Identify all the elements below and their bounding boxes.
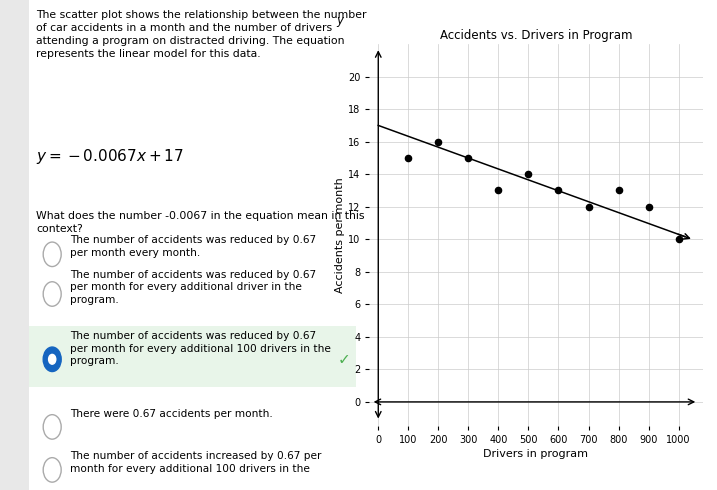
- Text: The number of accidents increased by 0.67 per
month for every additional 100 dri: The number of accidents increased by 0.6…: [70, 451, 321, 474]
- Point: [462, 154, 474, 162]
- Text: The number of accidents was reduced by 0.67
per month for every additional drive: The number of accidents was reduced by 0…: [70, 270, 316, 305]
- Circle shape: [43, 242, 61, 267]
- Circle shape: [43, 415, 61, 439]
- Point: [493, 187, 504, 195]
- Point: [583, 203, 594, 211]
- Bar: [29, 326, 356, 387]
- Point: [613, 187, 625, 195]
- Circle shape: [49, 354, 56, 364]
- Title: Accidents vs. Drivers in Program: Accidents vs. Drivers in Program: [440, 28, 632, 42]
- Text: There were 0.67 accidents per month.: There were 0.67 accidents per month.: [70, 409, 273, 419]
- Text: What does the number -0.0067 in the equation mean in this
context?: What does the number -0.0067 in the equa…: [36, 211, 364, 234]
- X-axis label: Drivers in program: Drivers in program: [483, 449, 589, 460]
- Text: $y = -0.0067x + 17$: $y = -0.0067x + 17$: [36, 147, 184, 166]
- Circle shape: [43, 458, 61, 482]
- Point: [673, 235, 684, 243]
- Circle shape: [43, 347, 61, 371]
- Text: $y$: $y$: [336, 15, 346, 29]
- Bar: [0, 0, 29, 490]
- Point: [402, 154, 414, 162]
- Circle shape: [43, 282, 61, 306]
- Text: ✓: ✓: [338, 352, 351, 367]
- Text: The scatter plot shows the relationship between the number
of car accidents in a: The scatter plot shows the relationship …: [36, 10, 366, 59]
- Point: [432, 138, 444, 146]
- Y-axis label: Accidents per month: Accidents per month: [335, 177, 345, 293]
- Point: [553, 187, 564, 195]
- Text: The number of accidents was reduced by 0.67
per month every month.: The number of accidents was reduced by 0…: [70, 235, 316, 258]
- Point: [643, 203, 655, 211]
- Text: The number of accidents was reduced by 0.67
per month for every additional 100 d: The number of accidents was reduced by 0…: [70, 331, 331, 367]
- Point: [523, 171, 534, 178]
